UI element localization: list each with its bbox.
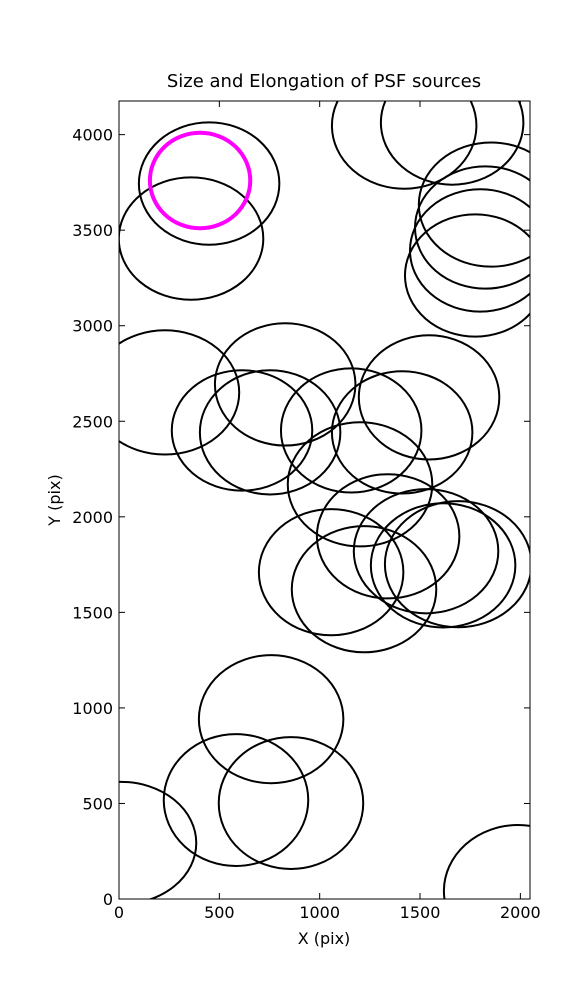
axes-frame [118,100,531,900]
y-tick-label: 2000 [72,508,113,527]
psf-ellipse [217,736,365,870]
psf-ellipse [257,508,405,637]
x-tick-label: 2000 [500,903,541,922]
y-tick-label: 500 [82,794,113,813]
psf-ellipse [352,488,500,615]
y-tick-label: 0 [103,890,113,909]
psf-ellipse [198,369,342,496]
y-tick-label: 3000 [72,317,113,336]
psf-ellipse [279,367,423,494]
y-tick-label: 4000 [72,126,113,145]
psf-ellipse [383,500,530,629]
psf-ellipse [290,525,438,654]
psf-ellipse [197,654,345,785]
y-axis-label: Y (pix) [45,474,64,526]
psf-ellipse [119,176,265,301]
psf-ellipse [213,322,357,447]
psf-ellipse [147,130,253,231]
psf-ellipse [417,141,530,268]
plot-area [119,101,530,899]
psf-ellipse [286,421,434,548]
psf-ellipse [315,473,461,600]
psf-ellipse [357,334,501,461]
psf-ellipse [119,329,241,456]
psf-ellipse [162,733,310,867]
psf-ellipse [403,213,530,338]
y-tick-label: 1500 [72,603,113,622]
psf-ellipse [409,188,530,313]
psf-ellipse [414,165,530,290]
psf-ellipse [330,370,474,495]
x-tick-label: 1500 [400,903,441,922]
psf-ellipse [119,780,198,899]
y-tick-label: 1000 [72,699,113,718]
x-axis-label: X (pix) [298,929,351,948]
psf-ellipse [170,369,314,492]
x-tick-label: 0 [114,903,124,922]
chart-title: Size and Elongation of PSF sources [167,71,481,92]
psf-ellipse [330,101,478,190]
y-tick-label: 3500 [72,221,113,240]
y-tick-label: 2500 [72,412,113,431]
psf-ellipse [379,101,525,186]
psf-ellipse [442,824,530,899]
x-tick-label: 1000 [299,903,340,922]
psf-ellipse [137,121,281,246]
psf-ellipse [369,502,517,629]
x-tick-label: 500 [204,903,235,922]
